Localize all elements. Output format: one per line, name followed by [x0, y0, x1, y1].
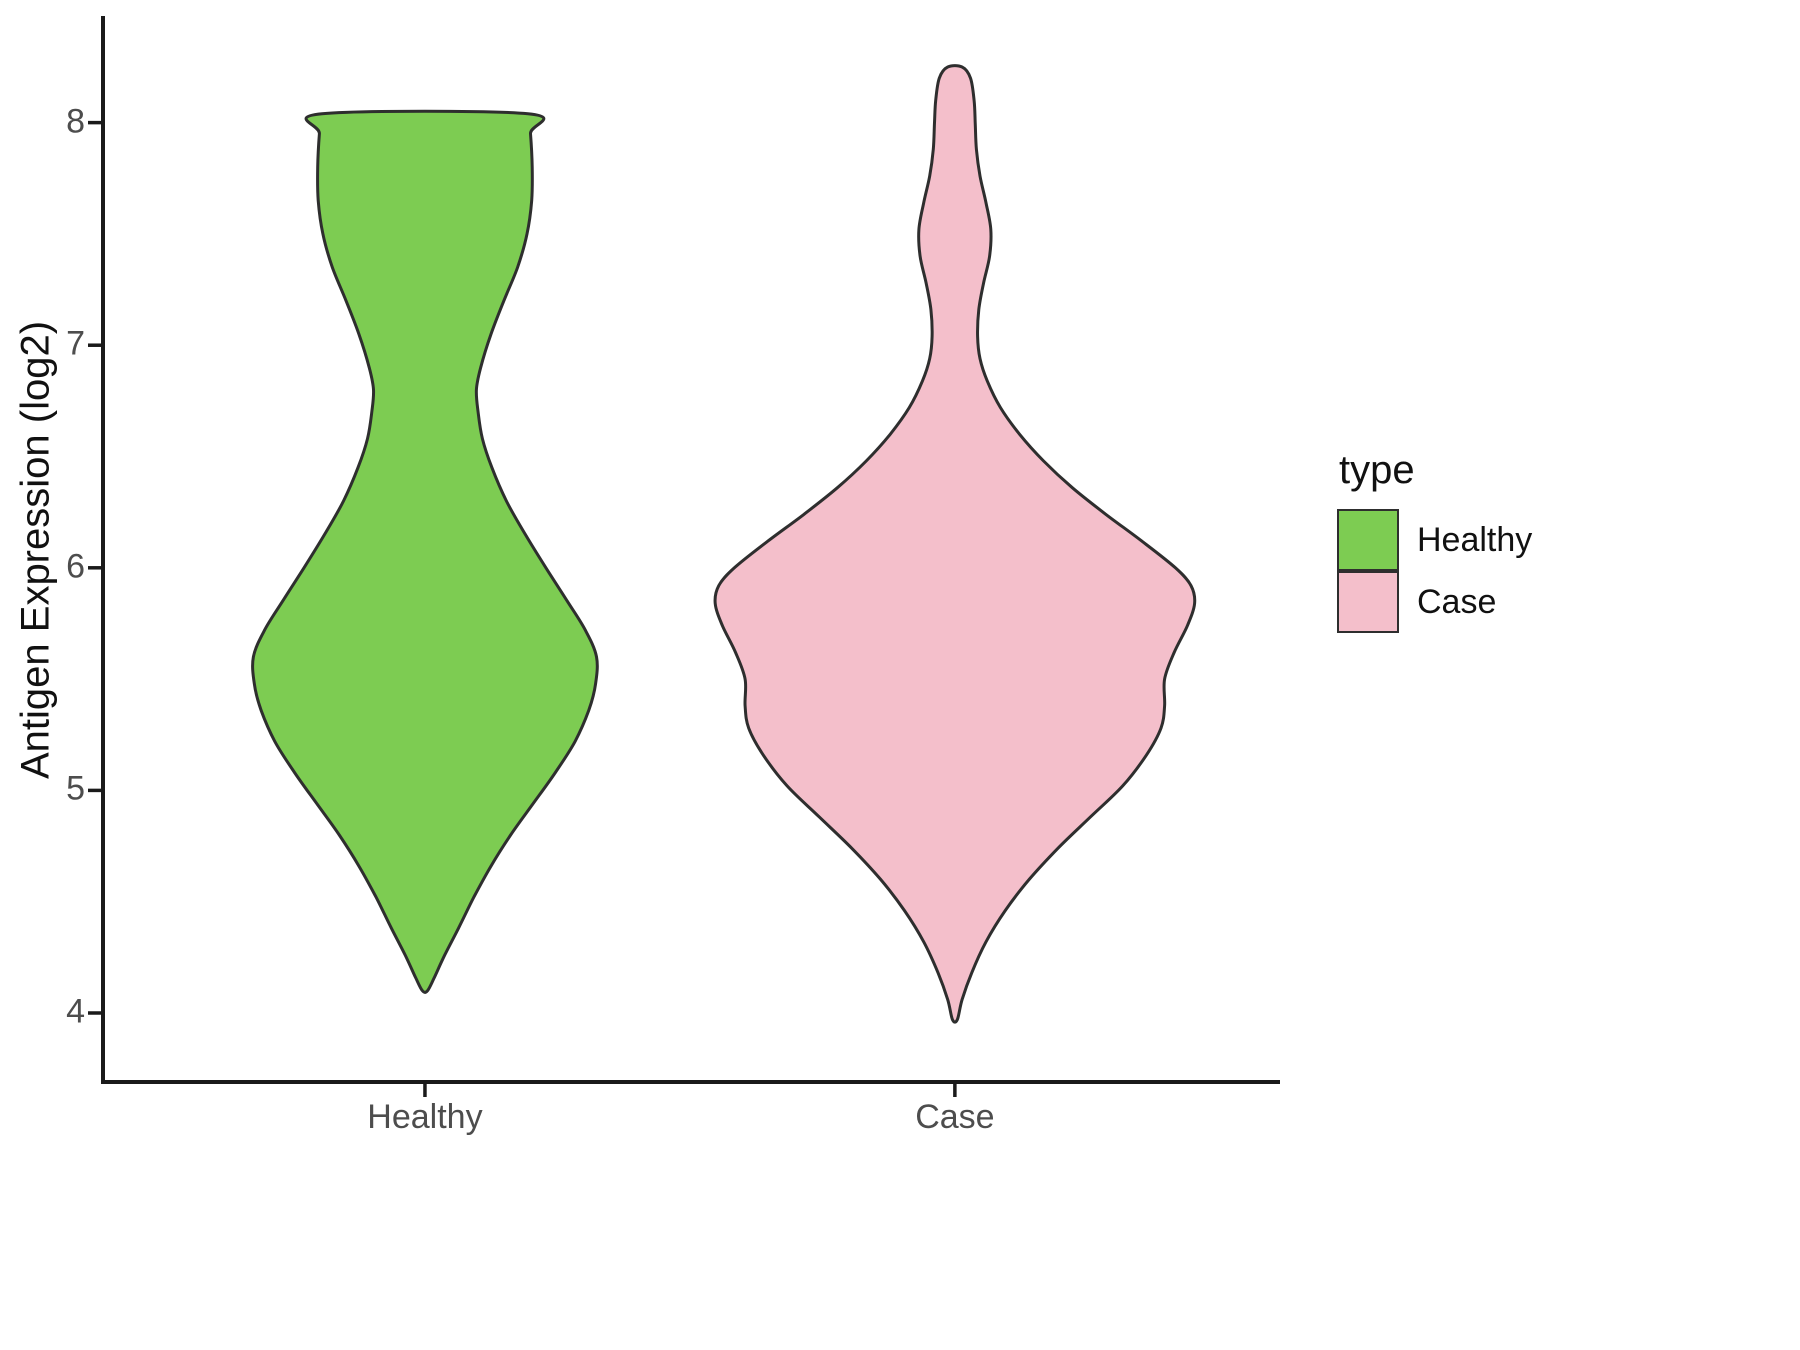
y-axis-title: Antigen Expression (log2) — [13, 320, 58, 780]
violin-case — [713, 64, 1197, 1024]
legend: type Healthy Case — [1337, 448, 1532, 633]
violin-healthy — [251, 109, 599, 994]
legend-entry-case: Case — [1337, 571, 1532, 633]
legend-label-case: Case — [1417, 582, 1497, 621]
legend-label-healthy: Healthy — [1417, 520, 1533, 559]
legend-entry-healthy: Healthy — [1337, 509, 1532, 571]
legend-key-case-swatch — [1337, 571, 1399, 633]
legend-title: type — [1339, 448, 1415, 492]
legend-key-healthy-swatch — [1337, 509, 1399, 571]
